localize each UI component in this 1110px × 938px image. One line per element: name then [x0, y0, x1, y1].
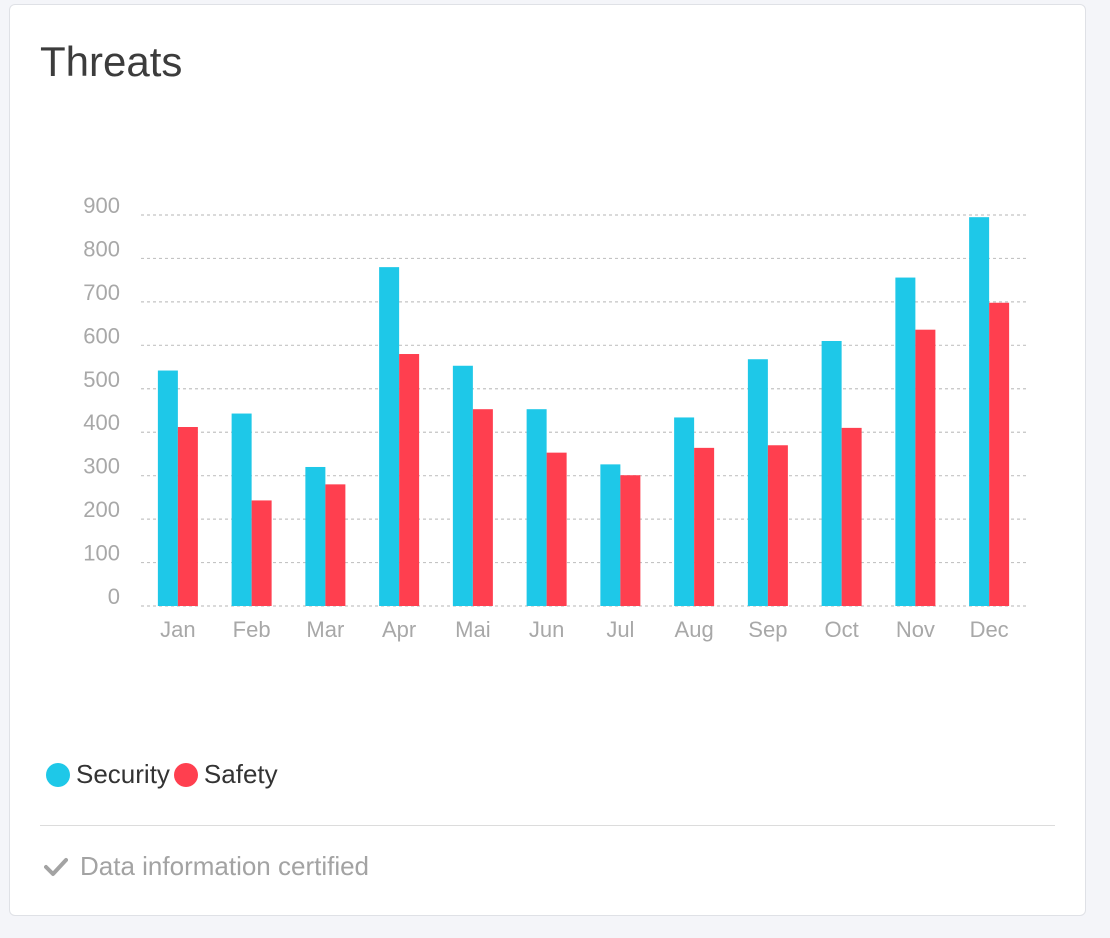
bar-safety [694, 447, 715, 606]
y-tick-label: 100 [83, 541, 120, 566]
x-tick-label: Mar [306, 617, 344, 642]
y-tick-label: 300 [83, 454, 120, 479]
bar-safety [841, 427, 862, 606]
threats-bar-chart: 0 100 200 300 400 500 600 700 800 900 Jan Feb Mar Apr… [83, 193, 1026, 642]
threats-card: Threats 0 100 200 300 400 500 600 700 800 900 Jan F… [9, 4, 1086, 916]
y-tick-label: 200 [83, 497, 120, 522]
card-divider [40, 825, 1055, 826]
x-tick-label: Oct [825, 617, 859, 642]
bar-safety [915, 329, 936, 606]
x-tick-label: Aug [675, 617, 714, 642]
y-tick-label: 900 [83, 193, 120, 218]
card-footer: Data information certified [44, 851, 369, 882]
y-tick-label: 400 [83, 410, 120, 435]
check-icon [44, 857, 68, 876]
legend-label-security: Security [76, 759, 170, 789]
bar-safety [251, 500, 272, 606]
x-tick-label: Feb [233, 617, 271, 642]
bar-security [674, 417, 695, 606]
bar-security [895, 277, 916, 606]
y-tick-label: 500 [83, 367, 120, 392]
x-tick-label: Apr [382, 617, 416, 642]
bar-security [305, 466, 326, 606]
bar-security [452, 365, 473, 606]
bar-safety [989, 302, 1010, 606]
bar-safety [546, 452, 567, 606]
y-tick-label: 600 [83, 323, 120, 348]
bar-security [379, 267, 400, 606]
legend-item-security[interactable]: Security [46, 759, 170, 790]
y-tick-label: 800 [83, 236, 120, 261]
footer-text: Data information certified [80, 851, 370, 881]
x-tick-label: Jun [529, 617, 564, 642]
bar-safety [399, 354, 420, 606]
legend-dot-safety [173, 762, 198, 787]
bar-safety [177, 427, 198, 606]
y-tick-label: 0 [108, 584, 120, 609]
legend-dot-security [46, 762, 70, 787]
x-tick-label: Jul [606, 617, 634, 642]
bar-security [747, 359, 768, 606]
x-tick-label: Mai [455, 617, 490, 642]
bar-security [231, 413, 252, 606]
chart-legend: Security Safety [46, 759, 282, 790]
card-title: Threats [40, 38, 183, 85]
x-tick-label: Sep [748, 617, 787, 642]
bar-safety [472, 409, 493, 606]
bar-security [821, 340, 842, 606]
y-tick-label: 700 [83, 280, 120, 305]
bar-safety [325, 484, 346, 606]
x-tick-label: Nov [896, 617, 935, 642]
bar-safety [767, 445, 788, 606]
x-tick-label: Dec [970, 617, 1009, 642]
bar-security [526, 409, 547, 606]
legend-item-safety[interactable]: Safety [173, 759, 278, 790]
bar-safety [620, 475, 641, 606]
bar-security [969, 217, 990, 606]
x-tick-label: Jan [160, 617, 195, 642]
legend-label-safety: Safety [203, 759, 278, 789]
bar-security [600, 464, 621, 606]
bar-security [157, 370, 178, 606]
